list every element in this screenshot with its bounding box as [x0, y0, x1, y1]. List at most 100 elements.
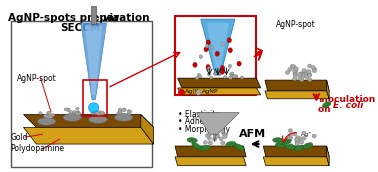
Polygon shape	[175, 157, 246, 166]
Ellipse shape	[221, 141, 225, 145]
Ellipse shape	[208, 141, 212, 145]
Ellipse shape	[37, 117, 56, 125]
Ellipse shape	[212, 137, 217, 141]
Ellipse shape	[229, 73, 233, 76]
Ellipse shape	[88, 103, 99, 112]
Ellipse shape	[295, 138, 299, 142]
Ellipse shape	[273, 138, 283, 143]
Ellipse shape	[220, 129, 225, 133]
Ellipse shape	[300, 78, 304, 82]
Ellipse shape	[39, 112, 42, 115]
Ellipse shape	[101, 111, 104, 114]
Ellipse shape	[118, 110, 122, 113]
Ellipse shape	[77, 112, 81, 115]
Text: Gold: Gold	[11, 133, 28, 142]
Ellipse shape	[292, 65, 296, 69]
Ellipse shape	[298, 77, 302, 80]
Ellipse shape	[276, 142, 285, 148]
Ellipse shape	[233, 74, 236, 77]
Ellipse shape	[94, 112, 97, 115]
Ellipse shape	[211, 130, 216, 133]
Ellipse shape	[75, 112, 79, 115]
Ellipse shape	[234, 144, 244, 150]
Ellipse shape	[220, 69, 225, 74]
Ellipse shape	[129, 110, 132, 113]
FancyBboxPatch shape	[175, 16, 256, 95]
Ellipse shape	[229, 77, 232, 79]
Ellipse shape	[290, 64, 294, 68]
Ellipse shape	[223, 133, 227, 137]
Ellipse shape	[307, 72, 311, 76]
Ellipse shape	[307, 64, 312, 68]
Ellipse shape	[294, 67, 299, 71]
Ellipse shape	[199, 55, 203, 59]
Ellipse shape	[43, 114, 47, 117]
Ellipse shape	[198, 75, 202, 78]
Ellipse shape	[97, 113, 101, 116]
Ellipse shape	[295, 138, 299, 142]
Ellipse shape	[304, 71, 308, 75]
Ellipse shape	[46, 111, 50, 114]
Ellipse shape	[127, 112, 131, 115]
Text: • Adhesion: • Adhesion	[178, 117, 220, 126]
Ellipse shape	[299, 140, 304, 144]
Text: • Elasticity: • Elasticity	[178, 110, 220, 119]
Ellipse shape	[298, 137, 302, 141]
Ellipse shape	[192, 142, 201, 150]
Ellipse shape	[214, 135, 218, 139]
Ellipse shape	[92, 110, 96, 113]
Ellipse shape	[219, 71, 222, 74]
Ellipse shape	[289, 144, 293, 148]
Ellipse shape	[215, 134, 220, 138]
Polygon shape	[201, 19, 235, 75]
Ellipse shape	[187, 137, 197, 144]
FancyBboxPatch shape	[11, 21, 152, 167]
Ellipse shape	[69, 110, 73, 113]
Polygon shape	[263, 146, 329, 157]
Ellipse shape	[292, 68, 297, 72]
Ellipse shape	[98, 111, 101, 114]
Ellipse shape	[117, 112, 120, 115]
Ellipse shape	[235, 75, 238, 78]
Text: AFM: AFM	[239, 129, 266, 139]
Ellipse shape	[298, 72, 302, 76]
Ellipse shape	[98, 114, 102, 117]
Ellipse shape	[127, 110, 131, 113]
Polygon shape	[327, 146, 329, 166]
Ellipse shape	[63, 114, 82, 121]
Ellipse shape	[285, 71, 290, 74]
Ellipse shape	[122, 109, 125, 112]
Polygon shape	[263, 157, 329, 166]
Ellipse shape	[49, 115, 53, 118]
Ellipse shape	[312, 67, 316, 71]
Text: Ag(I): Ag(I)	[184, 89, 199, 94]
Ellipse shape	[305, 72, 309, 76]
Ellipse shape	[114, 114, 133, 121]
Ellipse shape	[122, 109, 126, 111]
Ellipse shape	[312, 134, 316, 138]
Ellipse shape	[95, 110, 98, 113]
Polygon shape	[207, 23, 229, 68]
Ellipse shape	[195, 77, 199, 79]
Ellipse shape	[98, 113, 101, 116]
Ellipse shape	[215, 51, 219, 56]
Text: Polydopamine: Polydopamine	[11, 144, 65, 153]
Ellipse shape	[304, 75, 309, 79]
Polygon shape	[23, 115, 153, 127]
Ellipse shape	[293, 132, 297, 136]
Ellipse shape	[288, 134, 292, 138]
Ellipse shape	[51, 113, 55, 116]
Ellipse shape	[123, 108, 126, 111]
Ellipse shape	[228, 48, 232, 53]
Ellipse shape	[70, 111, 73, 114]
Ellipse shape	[48, 114, 51, 117]
Ellipse shape	[231, 72, 234, 75]
Ellipse shape	[208, 132, 212, 136]
Ellipse shape	[76, 112, 80, 115]
Ellipse shape	[294, 146, 304, 150]
Ellipse shape	[197, 73, 200, 76]
Ellipse shape	[308, 73, 312, 77]
Ellipse shape	[312, 69, 317, 73]
Text: AgNP: AgNP	[201, 89, 218, 94]
Polygon shape	[178, 78, 261, 88]
